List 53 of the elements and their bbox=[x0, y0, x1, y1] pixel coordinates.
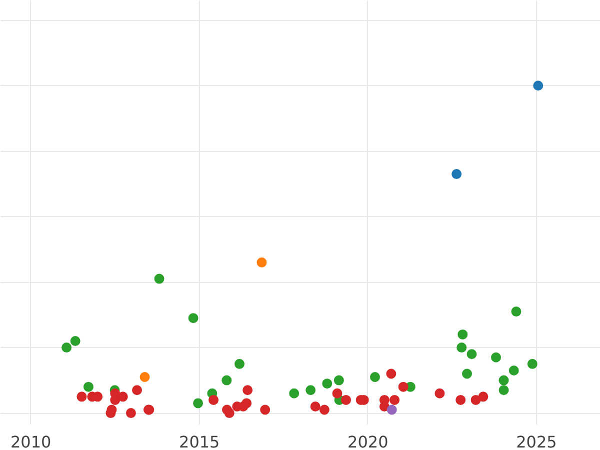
point bbox=[478, 392, 488, 402]
point bbox=[208, 394, 219, 405]
point bbox=[491, 352, 502, 362]
point bbox=[319, 404, 330, 415]
point bbox=[370, 372, 380, 382]
point bbox=[70, 336, 80, 346]
point bbox=[306, 385, 316, 396]
point bbox=[242, 385, 253, 396]
point bbox=[434, 388, 445, 398]
point bbox=[462, 368, 472, 379]
point bbox=[456, 394, 466, 405]
point bbox=[140, 372, 150, 382]
point bbox=[154, 274, 164, 284]
point bbox=[390, 394, 400, 405]
point bbox=[470, 394, 481, 405]
point bbox=[322, 378, 332, 389]
point bbox=[386, 368, 396, 379]
point bbox=[76, 392, 87, 402]
point bbox=[83, 382, 94, 392]
point bbox=[341, 394, 352, 405]
point bbox=[234, 358, 244, 369]
point bbox=[452, 169, 462, 180]
point bbox=[126, 408, 136, 418]
point bbox=[386, 404, 397, 415]
x-tick-label: 2015 bbox=[179, 432, 220, 450]
point bbox=[379, 402, 390, 412]
point bbox=[466, 349, 477, 360]
point bbox=[334, 375, 344, 386]
point bbox=[62, 342, 72, 353]
point bbox=[256, 257, 267, 268]
point bbox=[310, 402, 320, 412]
point bbox=[458, 329, 468, 340]
point bbox=[188, 313, 198, 324]
point bbox=[398, 382, 408, 392]
point bbox=[498, 375, 509, 386]
point bbox=[508, 365, 519, 376]
point bbox=[332, 388, 342, 398]
point bbox=[224, 408, 234, 418]
point bbox=[533, 80, 544, 91]
point bbox=[242, 398, 252, 408]
x-tick-label: 2010 bbox=[10, 432, 52, 450]
point bbox=[511, 306, 522, 317]
point bbox=[260, 404, 270, 415]
point bbox=[222, 375, 232, 386]
point bbox=[193, 398, 204, 408]
point bbox=[132, 385, 142, 396]
point bbox=[289, 388, 300, 398]
x-tick-label: 2025 bbox=[516, 432, 557, 450]
point bbox=[456, 342, 467, 353]
point bbox=[498, 385, 509, 396]
x-tick-label: 2020 bbox=[348, 432, 388, 450]
point bbox=[118, 392, 128, 402]
point bbox=[527, 358, 538, 369]
